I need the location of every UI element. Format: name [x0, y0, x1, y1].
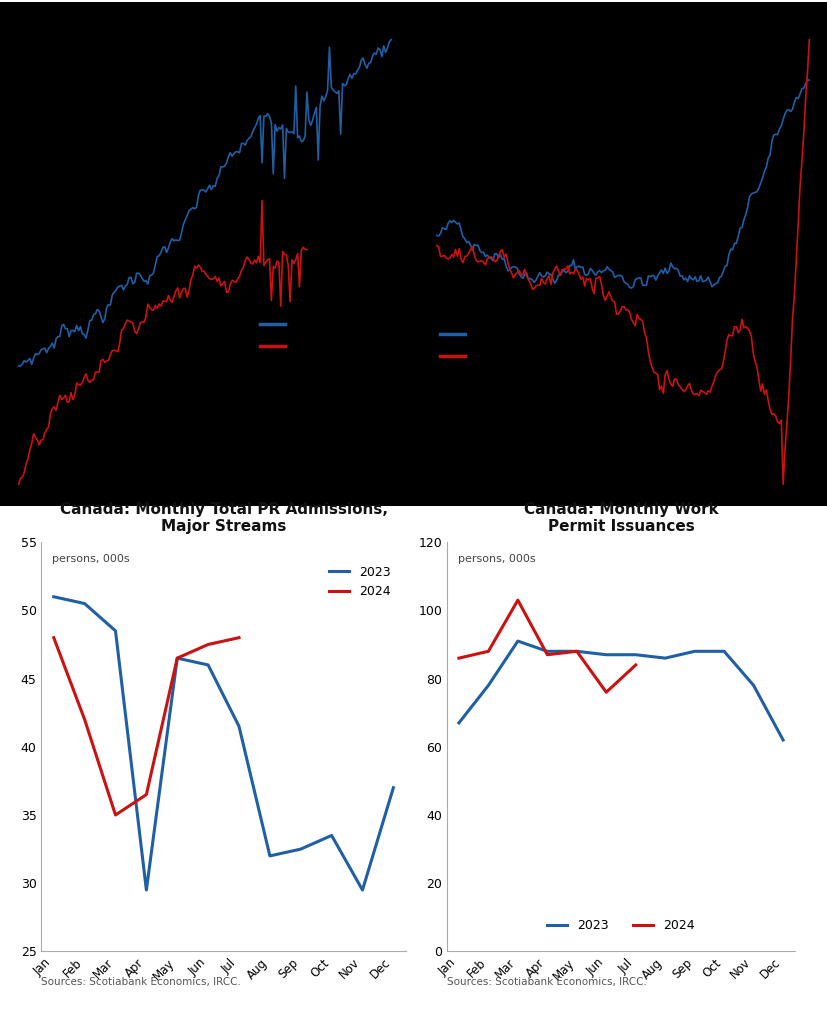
Text: Sources: Scotiabank Economics, IRCC.: Sources: Scotiabank Economics, IRCC.	[41, 977, 241, 987]
Legend: , : ,	[255, 312, 294, 360]
Title: Canada: Monthly Total PR Admissions,
Major Streams: Canada: Monthly Total PR Admissions, Maj…	[60, 501, 387, 534]
Text: persons, 000s: persons, 000s	[457, 554, 534, 565]
Text: persons, 000s: persons, 000s	[52, 554, 130, 565]
Legend: 2023, 2024: 2023, 2024	[541, 914, 700, 937]
Legend: 2023, 2024: 2023, 2024	[324, 561, 395, 603]
Title: Canada: Monthly Work
Permit Issuances: Canada: Monthly Work Permit Issuances	[523, 501, 718, 534]
Text: Sources: Scotiabank Economics, IRCC.: Sources: Scotiabank Economics, IRCC.	[447, 977, 646, 987]
Legend: , : ,	[434, 322, 474, 369]
